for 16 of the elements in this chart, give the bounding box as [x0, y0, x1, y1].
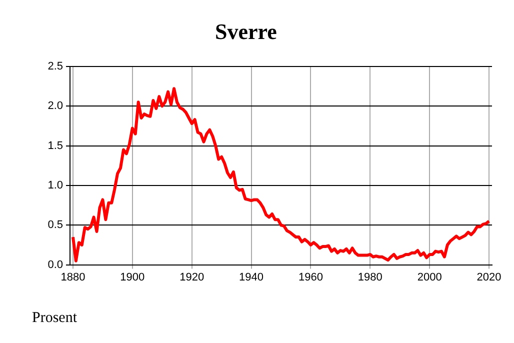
y-tick-label: 1.0	[48, 179, 63, 192]
y-tick-label: 2.5	[48, 60, 63, 72]
y-tick-label: 2.0	[48, 100, 63, 112]
x-tick-label: 1980	[358, 271, 382, 284]
y-tick-label: 0.0	[48, 258, 63, 271]
y-tick-label: 1.5	[48, 140, 63, 152]
y-axis-title: Prosent	[32, 310, 78, 326]
x-tick-label: 1940	[239, 271, 264, 284]
y-tick-label: 0.5	[48, 219, 63, 232]
x-tick-label: 2000	[417, 271, 442, 284]
x-tick-label: 1900	[120, 271, 145, 284]
x-tick-label: 1960	[298, 271, 323, 284]
chart-title: Sverre	[215, 18, 278, 44]
x-tick-label: 1880	[60, 271, 86, 284]
x-tick-label: 2020	[476, 271, 502, 284]
x-tick-label: 1920	[180, 271, 204, 284]
